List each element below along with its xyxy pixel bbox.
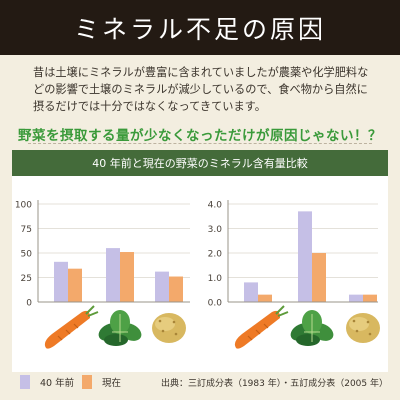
- y-tick-label: 2.0: [208, 250, 223, 260]
- carrot-lines: [57, 323, 79, 341]
- bar-spinach-past: [298, 211, 312, 302]
- bar-carrot-past: [244, 282, 258, 302]
- carrot-icon: [44, 305, 99, 349]
- carrot-leaves: [275, 305, 289, 317]
- potato-highlight: [349, 317, 369, 331]
- legend-past-swatch: [20, 375, 30, 389]
- bar-spinach-present: [312, 253, 326, 302]
- potato-eye: [366, 320, 370, 324]
- potato-eye: [158, 319, 162, 323]
- bar-potato-past: [155, 271, 169, 302]
- y-tick-label: 0.0: [208, 299, 223, 309]
- title-bar: ミネラル不足の原因: [0, 0, 400, 55]
- y-tick-label: 100: [15, 201, 32, 211]
- spinach-icon: [98, 310, 142, 346]
- potato-eye: [172, 320, 176, 324]
- intro-text: 昔は土壌にミネラルが豊富に含まれていましたが農薬や化学肥料などの影響で土壌のミネ…: [33, 66, 369, 113]
- carrot-body: [234, 310, 280, 349]
- legend-past-label: 40 年前: [40, 378, 75, 389]
- potato-eye: [352, 319, 356, 323]
- legend-present-swatch: [82, 375, 92, 389]
- headline: 野菜を摂取する量が少なくなっただけが原因じゃない！？: [18, 128, 382, 144]
- y-tick-label: 75: [21, 225, 32, 235]
- potato-eye: [355, 329, 359, 333]
- carrot-leaves: [85, 305, 99, 317]
- potato-eye: [368, 332, 372, 336]
- spinach-leaf: [104, 334, 128, 346]
- spinach-veins: [304, 314, 320, 342]
- potato-icon: [152, 313, 186, 343]
- chart-panel-header: 40 年前と現在の野菜のミネラル含有量比較: [12, 150, 388, 176]
- bar-carrot-present: [68, 268, 82, 302]
- potato-eye: [161, 329, 165, 333]
- bar-spinach-present: [120, 252, 134, 302]
- y-tick-label: 3.0: [208, 225, 223, 235]
- bar-potato-present: [169, 276, 183, 302]
- chart-panel: 0 25 50 75 100 0.0 1.0 2.0 3.0 4.0: [12, 176, 388, 372]
- chart-panel-title: 40 年前と現在の野菜のミネラル含有量比較: [92, 157, 308, 170]
- spinach-veins: [112, 314, 128, 342]
- carrot-body: [44, 310, 90, 349]
- bar-spinach-past: [106, 248, 120, 302]
- mineral-comparison-charts: 0 25 50 75 100 0.0 1.0 2.0 3.0 4.0: [15, 200, 380, 349]
- spinach-leaf: [296, 334, 320, 346]
- bar-potato-past: [349, 294, 363, 302]
- carrot-icon: [234, 305, 289, 349]
- carrot-lines: [247, 323, 269, 341]
- legend-present-label: 現在: [102, 378, 122, 389]
- headline-divider: [28, 143, 372, 144]
- bar-carrot-past: [54, 261, 68, 302]
- potato-eye: [174, 332, 178, 336]
- y-tick-label: 25: [21, 274, 32, 284]
- y-tick-label: 50: [21, 250, 33, 260]
- legend-past: 40 年前: [20, 374, 74, 390]
- potato-highlight: [155, 317, 175, 331]
- bar-potato-present: [363, 294, 377, 302]
- potato-icon: [346, 313, 380, 343]
- page-title: ミネラル不足の原因: [73, 14, 326, 44]
- legend-present: 現在: [82, 374, 121, 390]
- y-tick-label: 0: [26, 299, 32, 309]
- y-tick-label: 4.0: [208, 201, 223, 211]
- bar-carrot-present: [258, 294, 272, 302]
- source-note: 出典：三訂成分表（1983 年）・五訂成分表（2005 年）: [160, 379, 388, 389]
- y-tick-label: 1.0: [208, 274, 223, 284]
- spinach-icon: [290, 310, 334, 346]
